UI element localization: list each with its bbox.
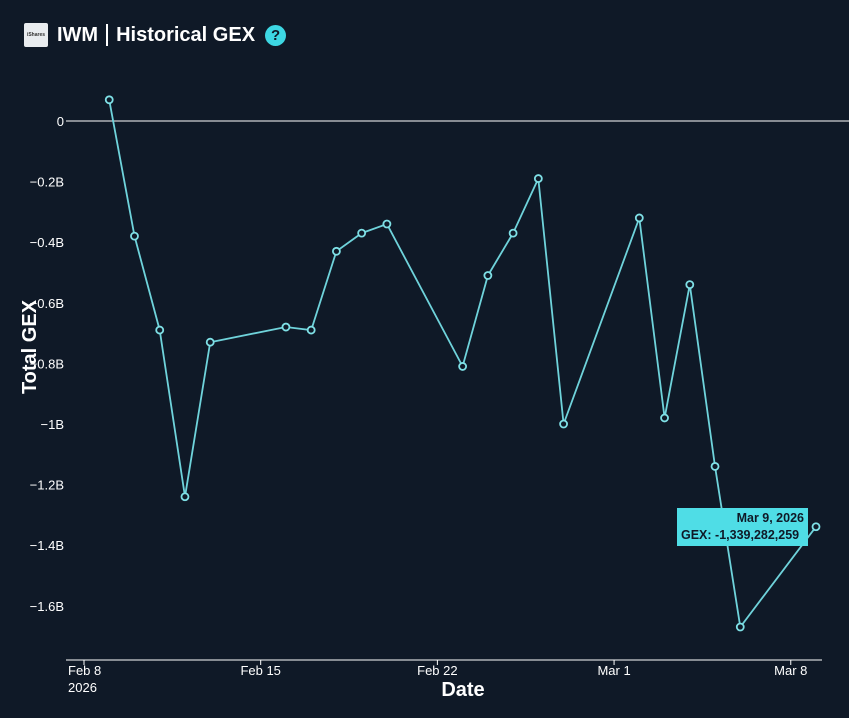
chart-title: Historical GEX bbox=[116, 23, 256, 46]
data-point bbox=[130, 231, 139, 241]
y-tick-label: −0.2B bbox=[30, 175, 64, 190]
y-tick-label: −1B bbox=[41, 417, 65, 432]
y-axis-title: Total GEX bbox=[19, 299, 41, 394]
data-point bbox=[811, 522, 821, 532]
data-point bbox=[357, 228, 367, 238]
data-point bbox=[104, 95, 114, 105]
data-point bbox=[685, 280, 695, 290]
data-point bbox=[533, 174, 543, 183]
data-point bbox=[710, 462, 720, 471]
data-point bbox=[735, 622, 745, 632]
y-tick-label: −0.8B bbox=[30, 356, 64, 371]
y-tick-label: −0.6B bbox=[30, 296, 64, 311]
data-point bbox=[508, 228, 518, 238]
x-tick-label: Feb 8 bbox=[68, 663, 101, 678]
hover-tooltip: Mar 9, 2026 GEX: -1,339,282,259 bbox=[677, 508, 808, 546]
data-point bbox=[332, 246, 341, 256]
tooltip-date: Mar 9, 2026 bbox=[736, 511, 804, 525]
tooltip-value: GEX: -1,339,282,259 bbox=[681, 528, 800, 542]
x-tick-label: Mar 8 bbox=[774, 663, 807, 678]
x-axis-title: Date bbox=[441, 679, 484, 701]
y-tick-label: −0.4B bbox=[30, 235, 64, 250]
x-tick-label: Mar 1 bbox=[597, 663, 630, 678]
data-point bbox=[382, 219, 392, 229]
y-tick-label: −1.4B bbox=[30, 538, 64, 553]
x-tick-sublabel: 2026 bbox=[68, 680, 97, 695]
y-tick-label: 0 bbox=[57, 114, 64, 129]
ishares-logo: iShares bbox=[24, 23, 48, 47]
title-separator bbox=[106, 24, 109, 46]
y-tick-label: −1.2B bbox=[30, 478, 64, 493]
y-tick-label: −1.6B bbox=[30, 599, 64, 614]
data-point bbox=[634, 213, 644, 223]
data-point bbox=[559, 419, 568, 429]
data-point bbox=[281, 322, 291, 332]
help-icon[interactable]: ? bbox=[265, 24, 287, 46]
data-point bbox=[483, 271, 493, 280]
data-point bbox=[660, 413, 669, 423]
data-point bbox=[458, 362, 468, 371]
data-point bbox=[180, 492, 190, 502]
ticker-label: IWM bbox=[57, 23, 99, 46]
data-point bbox=[306, 325, 316, 335]
x-tick-label: Feb 22 bbox=[417, 663, 457, 678]
x-tick-label: Feb 15 bbox=[240, 663, 280, 678]
data-point bbox=[205, 337, 215, 347]
chart-header: iShares IWM Historical GEX ? bbox=[24, 20, 287, 50]
data-point bbox=[155, 325, 165, 335]
